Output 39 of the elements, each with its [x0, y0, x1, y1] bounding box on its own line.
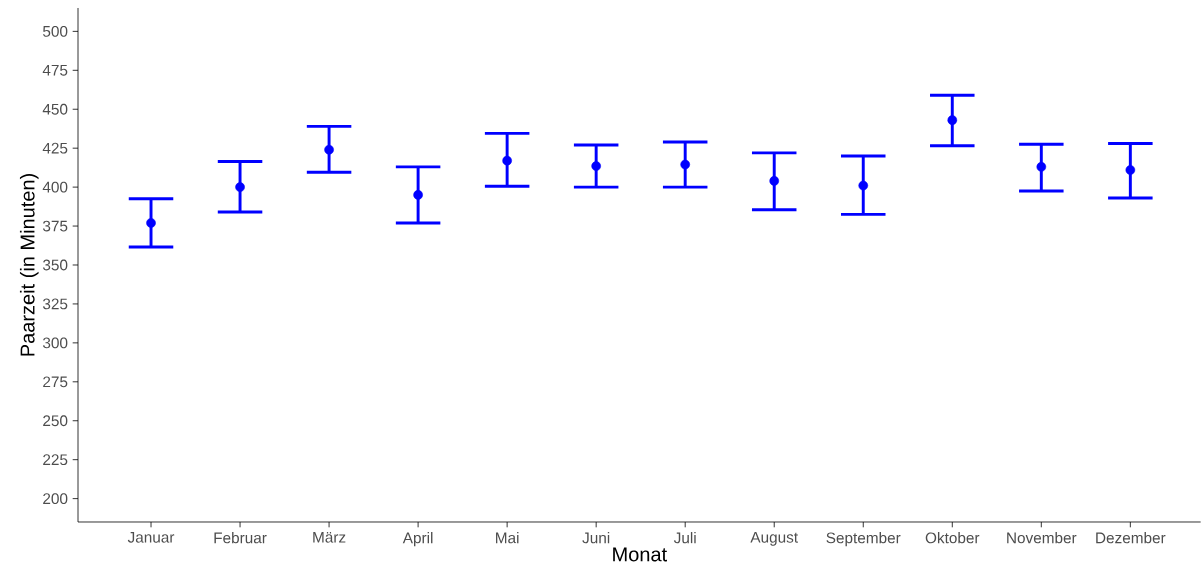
y-tick-label: 325: [42, 298, 68, 310]
point: [947, 115, 958, 125]
point: [858, 180, 869, 191]
point: [235, 182, 245, 192]
x-tick-label: Juni: [582, 532, 610, 544]
point: [680, 159, 690, 170]
x-tick-label: November: [1007, 532, 1077, 544]
x-tick-label: Januar: [127, 532, 175, 543]
y-tick-label: 350: [42, 259, 68, 271]
y-tick-label: 275: [43, 376, 68, 388]
point: [1125, 165, 1136, 175]
point: [591, 161, 601, 171]
y-axis-title: Paarzeit (in Minuten): [19, 174, 39, 356]
y-tick-label: 225: [43, 454, 68, 466]
point: [1036, 162, 1047, 172]
point: [413, 190, 423, 200]
x-tick-label: September: [826, 532, 901, 547]
y-tick-label: 500: [42, 25, 68, 37]
y-tick-label: 375: [42, 220, 68, 232]
x-tick-label: Oktober: [925, 532, 980, 544]
y-tick-label: 400: [42, 181, 68, 193]
y-tick-label: 450: [42, 103, 68, 115]
x-tick-label: Mai: [496, 532, 519, 544]
y-tick-label: 200: [43, 493, 68, 505]
point: [324, 144, 334, 155]
x-tick-label: April: [402, 532, 433, 547]
x-tick-label: Dezember: [1096, 532, 1166, 544]
x-tick-label: März: [313, 532, 346, 543]
y-tick-label: 250: [43, 415, 68, 427]
x-tick-label: Juli: [673, 532, 696, 544]
y-tick-label: 425: [42, 142, 68, 154]
x-tick-label: Februar: [214, 532, 267, 544]
point: [146, 218, 156, 228]
y-tick-label: 300: [42, 337, 68, 349]
x-tick-label: August: [750, 532, 798, 546]
point: [502, 155, 512, 166]
point: [769, 176, 780, 186]
y-tick-label: 475: [42, 64, 68, 76]
x-axis-title: Monat: [613, 547, 667, 562]
